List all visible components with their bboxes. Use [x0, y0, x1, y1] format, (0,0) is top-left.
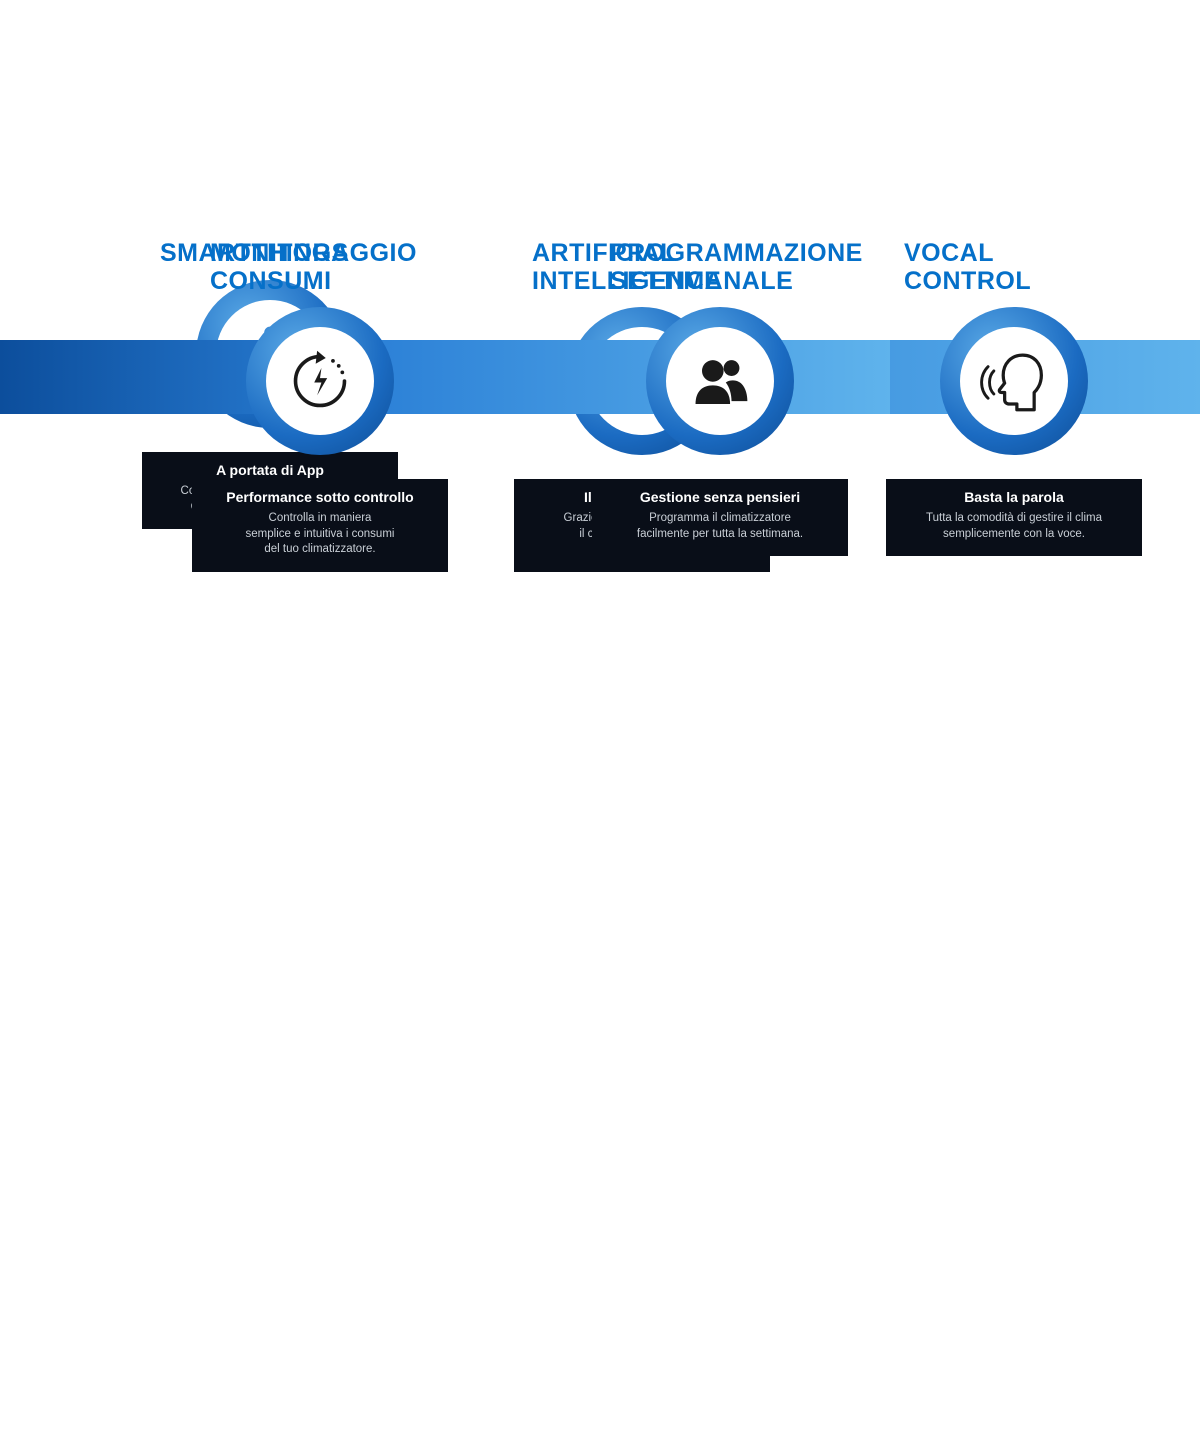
- voice-head-icon: [978, 345, 1050, 417]
- feature-desc-box: Gestione senza pensieri Programma il cli…: [592, 479, 848, 556]
- icon-circle-outer: [646, 307, 794, 455]
- icon-circle-outer: [940, 307, 1088, 455]
- feature-desc-title: Gestione senza pensieri: [604, 489, 836, 505]
- feature-desc-box: Performance sotto controllo Controlla in…: [192, 479, 448, 572]
- feature-desc-text: Controlla in maniera semplice e intuitiv…: [204, 511, 436, 558]
- icon-circle-outer: [246, 307, 394, 455]
- feature-desc-text: Tutta la comodità di gestire il clima se…: [898, 511, 1130, 542]
- feature-title: MONITORAGGIO CONSUMI: [170, 240, 470, 295]
- icon-circle-inner: [960, 327, 1068, 435]
- energy-cycle-icon: [284, 345, 356, 417]
- feature-desc-title: Basta la parola: [898, 489, 1130, 505]
- feature-vocal: VOCAL CONTROL Basta la parola Tutta la c…: [864, 240, 1164, 562]
- users-icon: [684, 345, 756, 417]
- feature-scheduling: PROGRAMMAZIONE SETTIMANALE Gestione senz…: [570, 240, 870, 562]
- feature-monitoring: MONITORAGGIO CONSUMI Performance sotto c…: [170, 240, 470, 578]
- feature-desc-title: Performance sotto controllo: [204, 489, 436, 505]
- icon-circle-inner: [666, 327, 774, 435]
- feature-title: PROGRAMMAZIONE SETTIMANALE: [570, 240, 870, 295]
- icon-circle-inner: [266, 327, 374, 435]
- feature-desc-box: Basta la parola Tutta la comodità di ges…: [886, 479, 1142, 556]
- feature-desc-text: Programma il climatizzatore facilmente p…: [604, 511, 836, 542]
- feature-title: VOCAL CONTROL: [864, 240, 1164, 295]
